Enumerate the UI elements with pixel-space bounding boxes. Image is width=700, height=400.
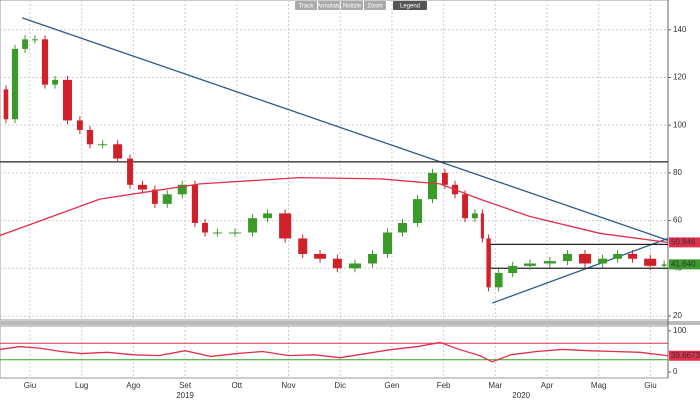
candle bbox=[113, 144, 123, 159]
candle bbox=[177, 184, 187, 195]
toolbar-button[interactable] bbox=[341, 1, 363, 10]
candle bbox=[494, 273, 503, 288]
candle bbox=[628, 253, 638, 259]
toolbar-button[interactable] bbox=[364, 1, 386, 10]
candle bbox=[413, 199, 422, 223]
candle bbox=[471, 213, 478, 219]
candle bbox=[52, 79, 59, 85]
y-tick-label: 100 bbox=[673, 326, 687, 335]
candle bbox=[127, 158, 133, 185]
y-tick-label: 20 bbox=[673, 311, 682, 320]
trend-line bbox=[22, 17, 669, 241]
candle bbox=[212, 232, 222, 234]
y-tick-label: 140 bbox=[673, 25, 687, 34]
candle bbox=[62, 79, 72, 121]
x-tick-label: Mag bbox=[591, 381, 607, 390]
value-label: 39.6673 bbox=[671, 351, 700, 360]
candle bbox=[427, 172, 437, 200]
x-tick-label: Mar bbox=[488, 381, 502, 390]
toolbar: Track Annotate Notizie Zoom Legend bbox=[295, 1, 427, 10]
y-tick-label: 0 bbox=[673, 367, 678, 376]
candle bbox=[661, 264, 667, 266]
candle bbox=[228, 232, 242, 234]
toolbar-label: Legend bbox=[400, 4, 420, 10]
series-line bbox=[0, 176, 669, 244]
series-line bbox=[0, 341, 669, 363]
candle bbox=[613, 253, 623, 259]
candle bbox=[137, 184, 147, 190]
candle bbox=[76, 120, 83, 130]
x-tick-label: Gen bbox=[384, 381, 399, 390]
y-tick-label: 120 bbox=[673, 73, 687, 82]
candle bbox=[162, 194, 172, 204]
candle bbox=[562, 253, 572, 262]
year-label: 2020 bbox=[512, 391, 530, 400]
trend-line bbox=[491, 237, 669, 304]
candle bbox=[644, 258, 657, 266]
candle bbox=[279, 213, 292, 239]
candle bbox=[191, 184, 199, 223]
x-tick-label: Giu bbox=[644, 381, 656, 390]
value-box bbox=[669, 259, 700, 270]
toolbar-label: Annotate bbox=[317, 4, 342, 10]
candle bbox=[524, 263, 536, 266]
value-label: 41.640 bbox=[671, 259, 696, 268]
candle bbox=[248, 218, 258, 233]
candle bbox=[202, 222, 208, 233]
toolbar-label: Zoom bbox=[367, 4, 382, 10]
candle bbox=[543, 261, 556, 264]
candle bbox=[486, 238, 491, 288]
candle bbox=[314, 253, 326, 259]
x-tick-label: Ago bbox=[126, 381, 141, 390]
candle bbox=[11, 48, 19, 120]
candle bbox=[441, 172, 448, 185]
candle bbox=[22, 39, 29, 49]
candle bbox=[3, 89, 9, 120]
x-tick-label: Nov bbox=[281, 381, 295, 390]
toolbar-label: Track bbox=[299, 4, 315, 10]
panel-divider bbox=[0, 321, 700, 325]
candle bbox=[263, 213, 273, 219]
candle bbox=[31, 39, 38, 41]
toolbar-label: Notizie bbox=[343, 4, 362, 10]
x-tick-label: Giu bbox=[24, 381, 36, 390]
toolbar-button[interactable] bbox=[318, 1, 340, 10]
candle bbox=[398, 222, 408, 233]
candle bbox=[86, 129, 94, 145]
candle bbox=[598, 258, 608, 264]
x-tick-label: Dic bbox=[334, 381, 346, 390]
candle bbox=[151, 189, 158, 204]
year-label: 2019 bbox=[176, 391, 194, 400]
candle bbox=[383, 232, 393, 254]
candle bbox=[98, 144, 108, 146]
toolbar-button[interactable] bbox=[295, 1, 317, 10]
y-tick-label: 100 bbox=[673, 120, 687, 129]
candle bbox=[508, 265, 518, 274]
candle bbox=[41, 39, 49, 85]
toolbar-button[interactable] bbox=[393, 1, 427, 10]
x-tick-label: Lug bbox=[75, 381, 88, 390]
candle bbox=[298, 238, 308, 254]
x-tick-label: Set bbox=[179, 381, 192, 390]
candle bbox=[578, 253, 592, 264]
x-tick-label: Apr bbox=[541, 381, 554, 390]
value-box bbox=[669, 237, 700, 248]
candle bbox=[332, 258, 342, 269]
y-tick-label: 60 bbox=[673, 216, 682, 225]
value-label: 50.846 bbox=[671, 238, 696, 247]
candle bbox=[348, 263, 361, 269]
y-tick-label: 80 bbox=[673, 168, 682, 177]
value-box bbox=[669, 350, 700, 361]
candle bbox=[462, 194, 469, 219]
x-tick-label: Feb bbox=[437, 381, 451, 390]
candle bbox=[480, 213, 484, 239]
candle bbox=[368, 253, 378, 264]
x-tick-label: Ott bbox=[231, 381, 242, 390]
